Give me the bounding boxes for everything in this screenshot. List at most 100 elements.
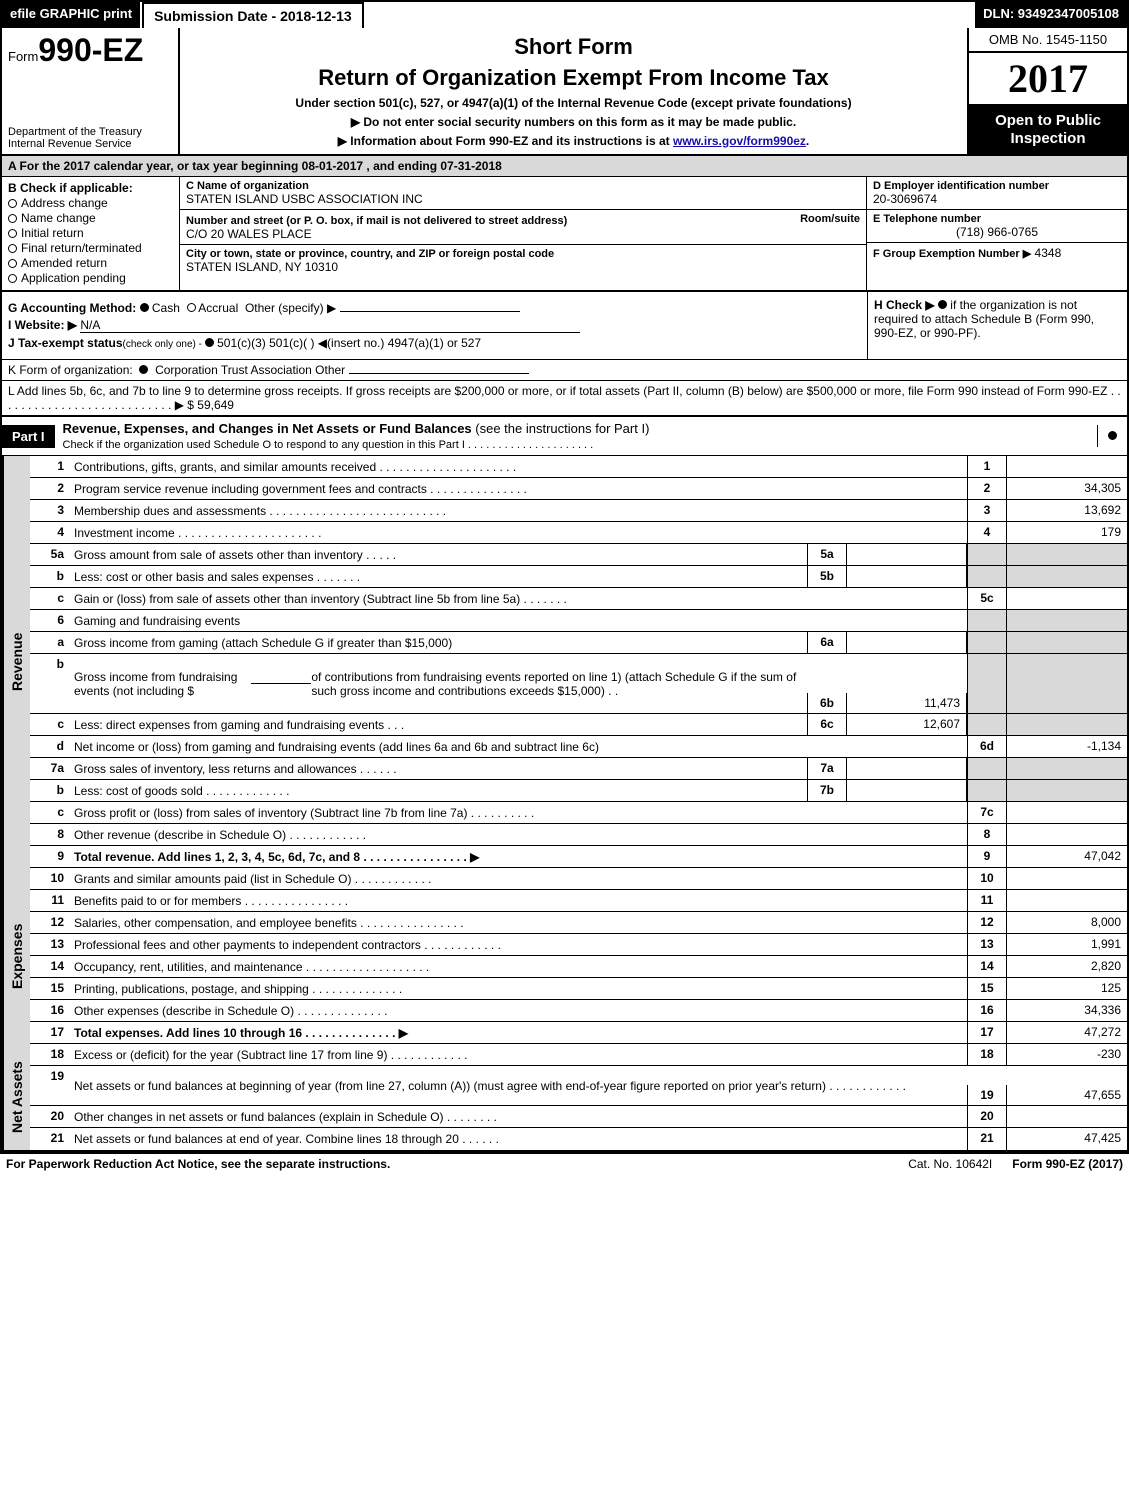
efile-print-button[interactable]: efile GRAPHIC print [2, 2, 142, 28]
g-other-input[interactable] [340, 311, 520, 312]
bullet-icon [8, 274, 17, 283]
radio-accrual-icon[interactable] [187, 303, 196, 312]
line-desc: Less: direct expenses from gaming and fu… [70, 714, 807, 735]
l-text: L Add lines 5b, 6c, and 7b to line 9 to … [8, 384, 1121, 412]
line-num: 11 [30, 890, 70, 911]
line-mval: 125 [1007, 978, 1127, 999]
line-desc: Contributions, gifts, grants, and simila… [70, 456, 967, 477]
line-16: 16 Other expenses (describe in Schedule … [30, 1000, 1127, 1022]
line-num: 20 [30, 1106, 70, 1127]
chk-label: Address change [21, 196, 108, 210]
h-label: H Check ▶ [874, 298, 935, 312]
street-label: Number and street (or P. O. box, if mail… [186, 215, 567, 227]
org-name-value: STATEN ISLAND USBC ASSOCIATION INC [186, 192, 860, 206]
h-checkbox-icon[interactable] [938, 300, 947, 309]
line-6: 6 Gaming and fundraising events [30, 610, 1127, 632]
revenue-lines: 1 Contributions, gifts, grants, and simi… [30, 456, 1127, 868]
footer-form-bold: 990-EZ [1046, 1157, 1085, 1171]
line-num: 8 [30, 824, 70, 845]
net-assets-section: Net Assets 18 Excess or (deficit) for th… [2, 1044, 1127, 1152]
form-header: Form990-EZ Department of the Treasury In… [2, 28, 1127, 156]
line-g-accounting: G Accounting Method: Cash Accrual Other … [8, 301, 861, 315]
chk-label: Application pending [21, 271, 126, 285]
radio-501c3-icon[interactable] [205, 338, 214, 347]
chk-amended-return[interactable]: Amended return [8, 256, 173, 270]
line-mnum: 10 [967, 868, 1007, 889]
line-mnum: 5c [967, 588, 1007, 609]
checkbox-checked-icon [1108, 431, 1117, 440]
line-mnum: 19 [967, 1085, 1007, 1105]
bullet-icon [8, 259, 17, 268]
part-1-checkbox[interactable] [1097, 425, 1127, 447]
line-num: 17 [30, 1022, 70, 1043]
line-20: 20 Other changes in net assets or fund b… [30, 1106, 1127, 1128]
line-7c: c Gross profit or (loss) from sales of i… [30, 802, 1127, 824]
gray-cell [967, 610, 1007, 631]
radio-cash-checked-icon[interactable] [140, 303, 149, 312]
form-footer: For Paperwork Reduction Act Notice, see … [0, 1154, 1129, 1174]
line-desc: Excess or (deficit) for the year (Subtra… [70, 1044, 967, 1065]
line-snum: 5b [807, 566, 847, 587]
line-mval: 47,425 [1007, 1128, 1127, 1150]
cell-phone: E Telephone number (718) 966-0765 [867, 210, 1127, 243]
part-1-header: Part I Revenue, Expenses, and Changes in… [2, 417, 1127, 456]
revenue-sidebar: Revenue [2, 456, 30, 868]
line-mval: 8,000 [1007, 912, 1127, 933]
line-sval [847, 566, 967, 587]
group-ex-label: F Group Exemption Number ▶ [873, 248, 1031, 260]
irs-link[interactable]: www.irs.gov/form990ez [673, 134, 806, 148]
line-desc: Gross profit or (loss) from sales of inv… [70, 802, 967, 823]
line-7a: 7a Gross sales of inventory, less return… [30, 758, 1127, 780]
line-mnum: 4 [967, 522, 1007, 543]
line-num: b [30, 780, 70, 801]
k-other-input[interactable] [349, 373, 529, 374]
line-mnum: 13 [967, 934, 1007, 955]
cell-group-exemption: F Group Exemption Number ▶ 4348 [867, 243, 1127, 263]
line-desc: Other revenue (describe in Schedule O) .… [70, 824, 967, 845]
open-to-public: Open to Public Inspection [969, 106, 1127, 154]
chk-initial-return[interactable]: Initial return [8, 226, 173, 240]
line-10: 10 Grants and similar amounts paid (list… [30, 868, 1127, 890]
part-1-title: Revenue, Expenses, and Changes in Net As… [55, 417, 1097, 455]
line-mnum: 18 [967, 1044, 1007, 1065]
chk-label: Name change [21, 211, 96, 225]
line-desc: Investment income . . . . . . . . . . . … [70, 522, 967, 543]
ein-label: D Employer identification number [873, 180, 1121, 192]
gray-cell [1007, 780, 1127, 801]
line-21: 21 Net assets or fund balances at end of… [30, 1128, 1127, 1150]
ein-value: 20-3069674 [873, 192, 1121, 206]
line-mnum: 6d [967, 736, 1007, 757]
line-mval [1007, 456, 1127, 477]
line-num: 15 [30, 978, 70, 999]
bullet-icon [8, 244, 17, 253]
chk-application-pending[interactable]: Application pending [8, 271, 173, 285]
k-label: K Form of organization: [8, 363, 133, 377]
footer-form-pre: Form [1012, 1157, 1045, 1171]
line-mnum: 7c [967, 802, 1007, 823]
line-desc: Gross income from gaming (attach Schedul… [70, 632, 807, 653]
chk-final-return[interactable]: Final return/terminated [8, 241, 173, 255]
gray-cell [967, 758, 1007, 779]
line-desc: Gross sales of inventory, less returns a… [70, 758, 807, 779]
cell-org-name: C Name of organization STATEN ISLAND USB… [180, 177, 866, 210]
chk-name-change[interactable]: Name change [8, 211, 173, 225]
gray-cell [1007, 544, 1127, 565]
line-snum: 6c [807, 714, 847, 735]
line-desc: Net income or (loss) from gaming and fun… [70, 736, 967, 757]
line-i-website: I Website: ▶ N/A [8, 318, 861, 333]
col-b-checkboxes: B Check if applicable: Address change Na… [2, 177, 180, 290]
row-a-end: 07-31-2018 [440, 159, 501, 173]
line-num: a [30, 632, 70, 653]
line-num: b [30, 654, 70, 713]
radio-corporation-icon[interactable] [139, 365, 148, 374]
chk-address-change[interactable]: Address change [8, 196, 173, 210]
header-left: Form990-EZ Department of the Treasury In… [2, 28, 180, 154]
part-1-check-text: Check if the organization used Schedule … [63, 439, 594, 451]
6b-blank[interactable] [251, 683, 311, 684]
line-mval: 47,272 [1007, 1022, 1127, 1043]
line-desc: Total revenue. Add lines 1, 2, 3, 4, 5c,… [70, 846, 967, 867]
line-mval: 1,991 [1007, 934, 1127, 955]
part-1-tag: Part I [2, 425, 55, 448]
line-9: 9 Total revenue. Add lines 1, 2, 3, 4, 5… [30, 846, 1127, 868]
line-desc: Net assets or fund balances at end of ye… [70, 1128, 967, 1150]
